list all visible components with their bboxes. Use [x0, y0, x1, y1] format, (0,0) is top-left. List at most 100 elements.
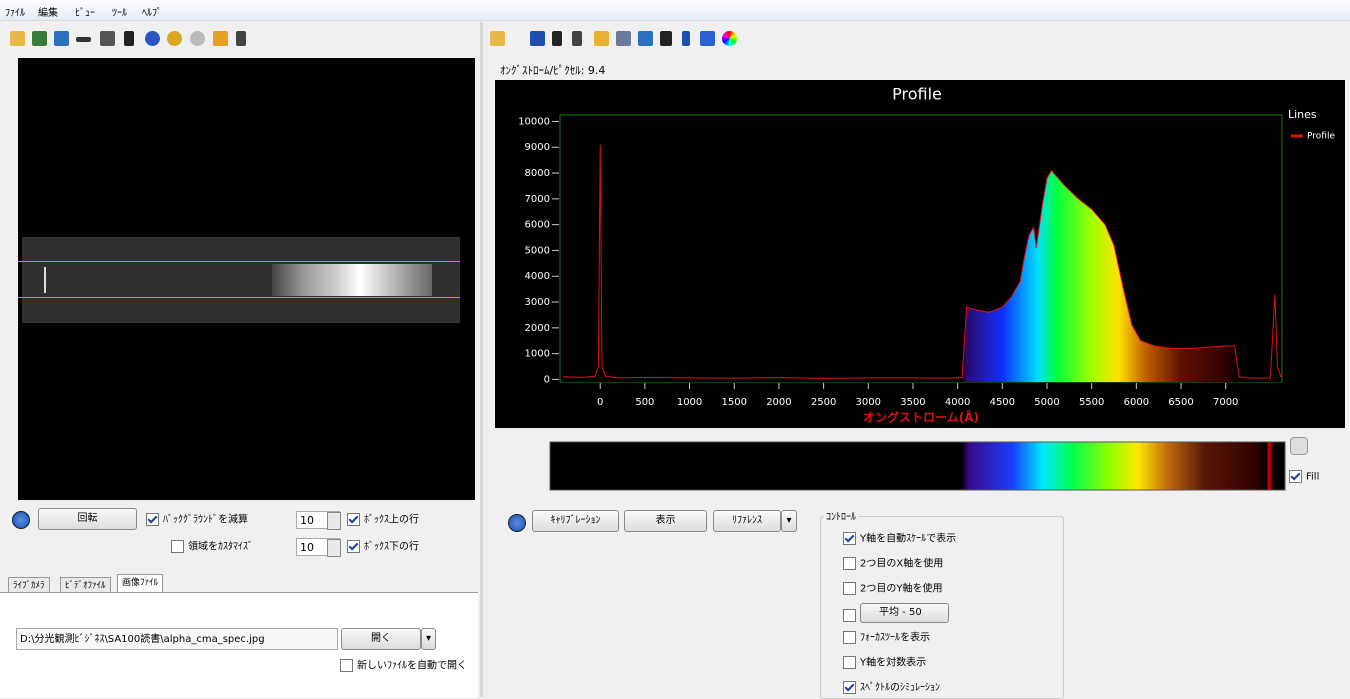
average-dropdown[interactable]: 平均 - 50	[860, 603, 949, 624]
checkbox[interactable]	[347, 540, 360, 553]
toolbar-icon[interactable]	[572, 31, 582, 46]
toolbar-icon[interactable]	[213, 31, 228, 46]
toolbar-icon[interactable]	[32, 31, 47, 46]
menu-item[interactable]: ﾂｰﾙ	[112, 8, 127, 19]
y-tick-label: 8000	[525, 168, 550, 179]
checkbox[interactable]	[146, 513, 159, 526]
menu-item[interactable]: 編集	[38, 8, 58, 19]
box-line	[18, 297, 460, 298]
legend-title: Lines	[1288, 108, 1317, 121]
toolbar-icon[interactable]	[490, 31, 505, 46]
menu-item[interactable]: ﾌｧｲﾙ	[5, 8, 25, 19]
checkbox[interactable]	[843, 532, 856, 545]
x-axis-label: オングストローム(Å)	[863, 410, 979, 425]
toolbar-icon[interactable]	[594, 31, 609, 46]
tab[interactable]: ﾋﾞﾃﾞｵﾌｧｲﾙ	[60, 577, 111, 594]
x-tick-label: 3000	[856, 397, 881, 408]
checkbox-label: 領域をｶｽﾀﾏｲｽﾞ	[188, 541, 253, 553]
settings-button[interactable]	[1290, 437, 1308, 455]
option-checkbox[interactable]: ﾊﾞｯｸｸﾞﾗｳﾝﾄﾞを減算	[146, 513, 248, 527]
checkbox[interactable]	[843, 581, 856, 595]
checkbox[interactable]	[843, 680, 856, 694]
tab[interactable]: 画像ﾌｧｲﾙ	[117, 574, 164, 594]
x-tick-label: 6000	[1124, 397, 1149, 408]
y-tick-label: 4000	[525, 271, 550, 282]
button-label: 回転	[77, 513, 98, 524]
toolbar-icon[interactable]	[10, 31, 25, 46]
control-checkbox[interactable]: ﾌｫｰｶｽﾂｰﾙを表示	[843, 631, 930, 645]
x-tick-label: 1500	[722, 397, 747, 408]
checkbox[interactable]	[843, 631, 856, 645]
checkbox[interactable]	[843, 656, 856, 669]
control-checkbox[interactable]: 平均 - 50	[843, 603, 949, 624]
toolbar-icon[interactable]	[236, 31, 246, 46]
checkbox[interactable]	[171, 540, 184, 553]
toolbar-icon[interactable]	[124, 31, 134, 46]
toolbar-icon[interactable]	[638, 31, 653, 46]
checkbox[interactable]	[347, 513, 360, 526]
control-checkbox[interactable]: Y軸を対数表示	[843, 656, 926, 670]
x-tick-label: 500	[635, 397, 654, 408]
x-tick-label: 7000	[1213, 397, 1238, 408]
file-path[interactable]: D:\分光観測ﾋﾞｼﾞﾈｽ\SA100読書\alpha_cma_spec.jpg	[16, 628, 338, 650]
checkbox-label: Fill	[1306, 471, 1320, 483]
toolbar-icon[interactable]	[660, 31, 672, 46]
box-line	[18, 261, 460, 262]
checkbox-label: ﾎﾞｯｸｽ下の行	[364, 541, 419, 553]
action-button[interactable]: ﾘﾌｧﾚﾝｽ	[713, 510, 781, 532]
menu-item[interactable]: ﾍﾙﾌﾟ	[142, 8, 162, 19]
row-checkbox[interactable]: ﾎﾞｯｸｽ上の行	[347, 513, 419, 527]
control-checkbox[interactable]: ｽﾍﾟｸﾄﾙのｼﾐｭﾚｰｼｮﾝ	[843, 680, 940, 695]
reference-dropdown[interactable]: ▾	[781, 510, 797, 532]
action-button[interactable]: ｷｬﾘﾌﾞﾚｰｼｮﾝ	[532, 510, 619, 532]
y-tick-label: 10000	[518, 116, 550, 127]
control-checkbox[interactable]: 2つ目のX軸を使用	[843, 556, 944, 571]
x-tick-label: 2500	[811, 397, 836, 408]
checkbox[interactable]	[1289, 470, 1302, 483]
control-group-title: ｺﾝﾄﾛｰﾙ	[824, 508, 858, 523]
action-button[interactable]: 表示	[624, 510, 707, 532]
open-dropdown[interactable]: ▾	[421, 628, 436, 650]
toolbar-icon[interactable]	[145, 31, 160, 46]
toolbar-icon[interactable]	[700, 31, 715, 46]
toolbar-icon[interactable]	[190, 31, 205, 46]
spinner[interactable]	[327, 539, 341, 557]
y-tick-label: 3000	[525, 297, 550, 308]
control-checkbox[interactable]: 2つ目のY軸を使用	[843, 581, 942, 596]
checkbox[interactable]	[340, 659, 353, 672]
y-tick-label: 1000	[525, 349, 550, 360]
fill-checkbox[interactable]: Fill	[1289, 470, 1319, 484]
toolbar-icon[interactable]	[552, 31, 562, 46]
spinner[interactable]	[327, 512, 341, 530]
checkbox-label: Y軸を対数表示	[860, 657, 927, 669]
checkbox-label: 2つ目のX軸を使用	[860, 558, 944, 570]
rotate-button[interactable]: 回転	[38, 508, 137, 530]
spectrum-bar	[549, 441, 1286, 491]
row-checkbox[interactable]: ﾎﾞｯｸｽ下の行	[347, 540, 419, 554]
toolbar-icon[interactable]	[722, 31, 737, 46]
toolbar-icon[interactable]	[76, 37, 91, 42]
auto-open-checkbox[interactable]: 新しいﾌｧｲﾙを自動で開く	[340, 659, 467, 673]
toolbar-icon[interactable]	[100, 31, 115, 46]
toolbar-icon[interactable]	[682, 31, 690, 46]
button-label: ﾘﾌｧﾚﾝｽ	[732, 515, 762, 526]
toolbar-icon[interactable]	[54, 31, 69, 46]
chart-title: Profile	[892, 85, 942, 104]
toolbar-icon[interactable]	[616, 31, 631, 46]
help-button[interactable]	[508, 514, 526, 532]
checkbox[interactable]	[843, 556, 856, 570]
control-checkbox[interactable]: Y軸を自動ｽｹｰﾙで表示	[843, 532, 956, 546]
open-button[interactable]: 開く	[341, 628, 421, 650]
menu-item[interactable]: ﾋﾞｭｰ	[75, 8, 95, 19]
help-button[interactable]	[12, 511, 30, 529]
toolbar-icon[interactable]	[530, 31, 545, 46]
x-tick-label: 2000	[766, 397, 791, 408]
option-checkbox[interactable]: 領域をｶｽﾀﾏｲｽﾞ	[171, 540, 253, 554]
x-tick-label: 5500	[1079, 397, 1104, 408]
checkbox-label: ｽﾍﾟｸﾄﾙのｼﾐｭﾚｰｼｮﾝ	[860, 682, 940, 694]
toolbar-icon[interactable]	[167, 31, 182, 46]
y-tick-label: 7000	[525, 194, 550, 205]
checkbox[interactable]	[843, 608, 856, 622]
x-tick-label: 3500	[900, 397, 925, 408]
tab[interactable]: ﾗｲﾌﾞｶﾒﾗ	[8, 577, 50, 594]
